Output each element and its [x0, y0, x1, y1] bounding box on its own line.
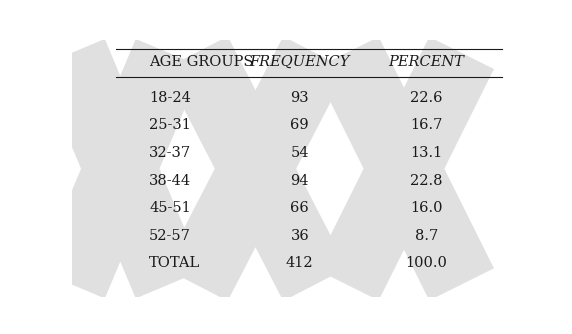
Text: 13.1: 13.1 [410, 146, 442, 160]
Text: 93: 93 [291, 91, 309, 105]
Text: PERCENT: PERCENT [388, 55, 464, 69]
Text: 32-37: 32-37 [149, 146, 191, 160]
Text: AGE GROUPS: AGE GROUPS [149, 55, 253, 69]
Text: 22.6: 22.6 [410, 91, 442, 105]
Text: 412: 412 [286, 256, 313, 270]
Text: 16.7: 16.7 [410, 119, 442, 133]
Text: 16.0: 16.0 [410, 201, 442, 215]
Text: 38-44: 38-44 [149, 173, 191, 187]
Text: 54: 54 [291, 146, 309, 160]
Text: 94: 94 [291, 173, 309, 187]
Text: 36: 36 [291, 228, 309, 242]
Text: 52-57: 52-57 [149, 228, 191, 242]
Text: 100.0: 100.0 [405, 256, 447, 270]
Text: FREQUENCY: FREQUENCY [249, 55, 350, 69]
Text: 22.8: 22.8 [410, 173, 442, 187]
Text: 25-31: 25-31 [149, 119, 191, 133]
Text: 18-24: 18-24 [149, 91, 191, 105]
Text: 66: 66 [291, 201, 309, 215]
Text: 8.7: 8.7 [415, 228, 438, 242]
Text: TOTAL: TOTAL [149, 256, 200, 270]
Text: 45-51: 45-51 [149, 201, 191, 215]
Text: 69: 69 [291, 119, 309, 133]
